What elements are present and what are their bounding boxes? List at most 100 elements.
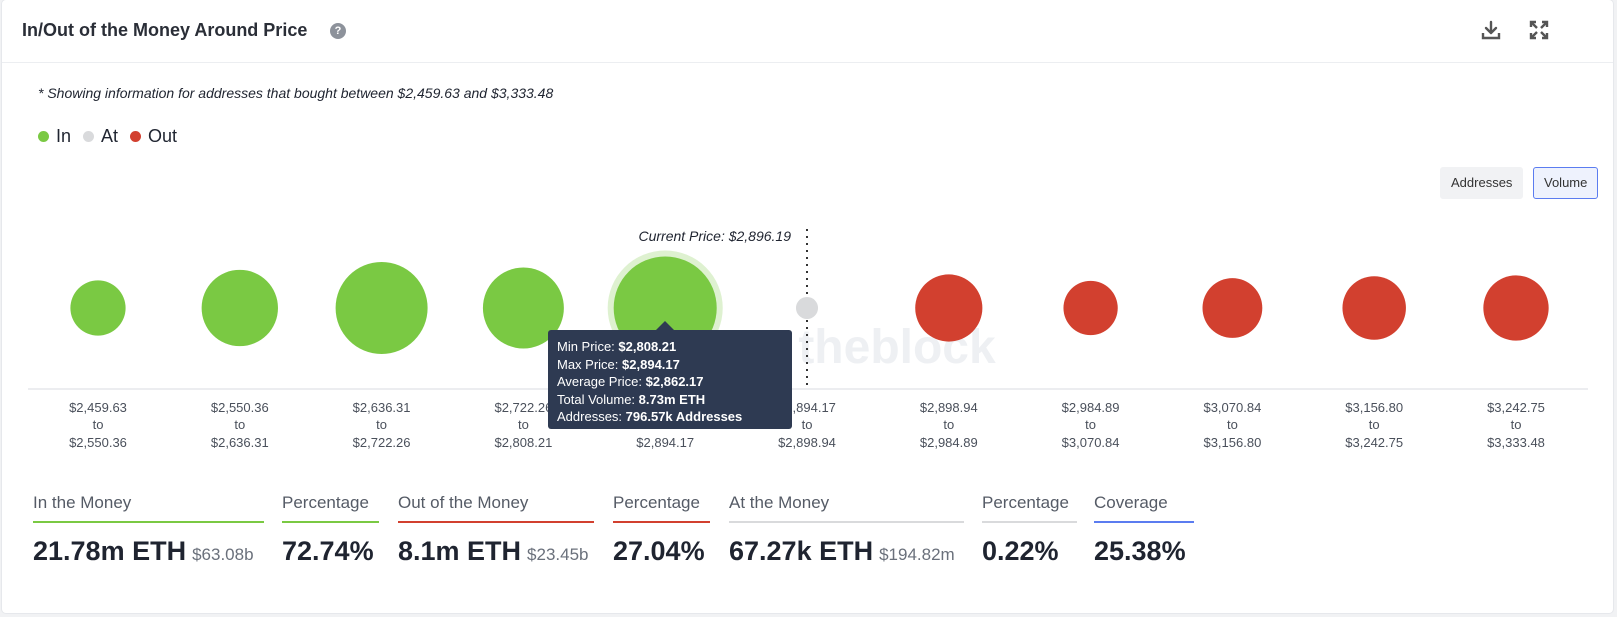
stat-in-the-money-value: 21.78m ETH $63.08b [33, 536, 264, 567]
bucket-to-word: to [1369, 417, 1380, 432]
bucket-to-label: $2,984.89 [920, 435, 978, 450]
stat-at-percentage: Percentage 0.22% [982, 493, 1077, 567]
stat-coverage-label: Coverage [1094, 493, 1194, 523]
stat-out-percentage: Percentage 27.04% [613, 493, 710, 567]
addresses-toggle-button[interactable]: Addresses [1440, 167, 1524, 199]
stat-coverage-value: 25.38% [1094, 536, 1186, 566]
legend-item-in[interactable]: In [38, 126, 71, 147]
tooltip-max-price-value: $2,894.17 [622, 356, 680, 372]
tooltip-avg-price-value: $2,862.17 [645, 374, 704, 389]
bucket-to-word: to [376, 417, 387, 432]
card-header: In/Out of the Money Around Price ? [2, 0, 1613, 63]
legend-in-label: In [56, 126, 72, 146]
tooltip-min-price-value: $2,808.21 [618, 339, 677, 354]
bucket-to-label: $2,808.21 [494, 435, 552, 450]
stat-in-the-money: In the Money 21.78m ETH $63.08b [33, 493, 264, 567]
stat-out-of-the-money-amount: 8.1m ETH [398, 536, 522, 566]
legend-at-dot [83, 131, 95, 142]
stat-out-of-the-money-value: 8.1m ETH $23.45b [398, 536, 594, 567]
bucket-to-word: to [234, 417, 245, 432]
download-icon[interactable] [1479, 18, 1503, 42]
bucket-from-label: $3,156.80 [1345, 400, 1403, 415]
bucket-to-label: $2,636.31 [211, 435, 269, 450]
volume-toggle-button[interactable]: Volume [1533, 167, 1599, 199]
tooltip-addresses-value: 796.57k Addresses [625, 409, 743, 424]
bucket-to-word: to [1511, 417, 1522, 432]
stat-at-percentage-value: 0.22% [982, 536, 1059, 566]
card-title: In/Out of the Money Around Price [22, 20, 308, 40]
question-circle-icon[interactable]: ? [330, 23, 346, 39]
bubble-tooltip: Min Price: $2,808.21 Max Price: $2,894.1… [548, 321, 792, 429]
tooltip-avg-price-label: Average Price: [557, 374, 643, 389]
bucket-to-word: to [1085, 417, 1096, 432]
stat-in-the-money-amount: 21.78m ETH [33, 536, 187, 566]
bucket-to-label: $3,333.48 [1487, 435, 1545, 450]
stat-in-percentage: Percentage 72.74% [282, 493, 379, 567]
tooltip-addresses-label: Addresses: [557, 409, 623, 424]
bucket-to-label: $3,070.84 [1062, 435, 1120, 450]
bubble-out [1202, 278, 1263, 338]
stat-at-the-money-value: 67.27k ETH $194.82m [729, 536, 964, 567]
bucket-from-label: $2,550.36 [211, 400, 269, 415]
legend: In At Out [38, 126, 189, 147]
tooltip-total-volume: Total Volume: 8.73m ETH [557, 391, 783, 409]
bucket-from-label: $3,070.84 [1203, 400, 1261, 415]
bucket-to-word: to [1227, 417, 1238, 432]
bucket-from-label: $2,894.17 [778, 400, 836, 415]
bubble-at [795, 296, 819, 320]
legend-item-out[interactable]: Out [130, 126, 177, 147]
tooltip-total-volume-label: Total Volume: [557, 391, 636, 407]
bucket-from-label: $2,722.26 [494, 400, 552, 415]
bucket-from-label: $2,984.89 [1062, 400, 1120, 415]
legend-out-label: Out [148, 126, 178, 146]
stat-out-of-the-money-label: Out of the Money [398, 493, 594, 523]
tooltip-total-volume-value: 8.73m ETH [638, 391, 706, 407]
bucket-to-word: to [518, 417, 529, 432]
bucket-to-label: $2,894.17 [636, 435, 694, 450]
stat-at-the-money-amount: 67.27k ETH [729, 536, 874, 566]
bucket-to-label: $2,898.94 [778, 435, 836, 450]
stat-out-of-the-money-usd: $23.45b [527, 545, 589, 564]
stat-at-the-money: At the Money 67.27k ETH $194.82m [729, 493, 964, 567]
stat-in-percentage-value: 72.74% [282, 536, 374, 566]
bucket-to-word: to [943, 417, 954, 432]
stat-at-the-money-usd: $194.82m [879, 545, 955, 564]
bucket-to-label: $3,156.80 [1203, 435, 1261, 450]
expand-icon[interactable] [1527, 18, 1551, 42]
bucket-to-word: to [802, 417, 813, 432]
bubble-out [1342, 276, 1406, 340]
bucket-from-label: $2,636.31 [353, 400, 411, 415]
stat-at-percentage-label: Percentage [982, 493, 1077, 523]
bubble-out [1063, 280, 1118, 336]
bubble-in [335, 262, 428, 354]
range-note: * Showing information for addresses that… [38, 85, 554, 101]
stat-out-of-the-money: Out of the Money 8.1m ETH $23.45b [398, 493, 594, 567]
stat-at-the-money-label: At the Money [729, 493, 964, 523]
stat-in-the-money-usd: $63.08b [192, 545, 254, 564]
tooltip-max-price-label: Max Price: [557, 356, 619, 372]
bubble-out [915, 274, 983, 342]
bubble-in [201, 269, 278, 347]
bucket-to-label: $2,550.36 [69, 435, 127, 450]
tooltip-avg-price: Average Price: $2,862.17 [557, 373, 783, 391]
bucket-to-label: $3,242.75 [1345, 435, 1403, 450]
legend-out-dot [130, 131, 142, 142]
bubble-in [70, 280, 126, 336]
bubble-out [1483, 275, 1549, 341]
stat-out-percentage-value: 27.04% [613, 536, 705, 566]
legend-at-label: At [101, 126, 119, 146]
bucket-from-label: $3,242.75 [1487, 400, 1545, 415]
stat-coverage: Coverage 25.38% [1094, 493, 1194, 567]
stat-out-percentage-label: Percentage [613, 493, 710, 523]
tooltip-min-price-label: Min Price: [557, 339, 615, 354]
stat-in-percentage-label: Percentage [282, 493, 379, 523]
legend-item-at[interactable]: At [83, 126, 118, 147]
stat-in-the-money-label: In the Money [33, 493, 264, 523]
bubble-in [482, 267, 564, 349]
tooltip-min-price: Min Price: $2,808.21 [557, 338, 783, 356]
bucket-to-word: to [93, 417, 104, 432]
bucket-from-label: $2,459.63 [69, 400, 127, 415]
tooltip-addresses: Addresses: 796.57k Addresses [557, 408, 783, 426]
